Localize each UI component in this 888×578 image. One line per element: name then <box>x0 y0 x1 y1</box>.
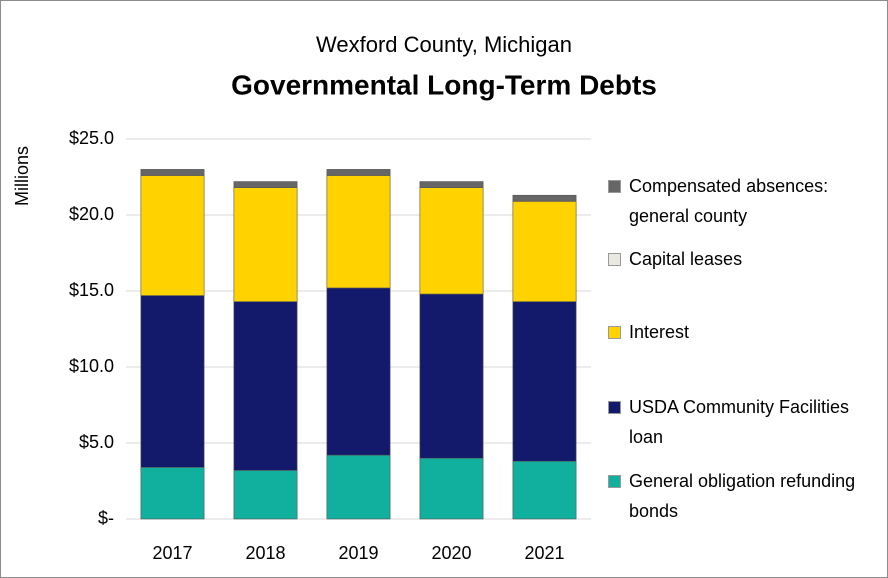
legend-swatch <box>608 401 621 414</box>
bar-segment <box>326 287 391 456</box>
bar-segment <box>512 460 577 520</box>
bar-segment <box>233 187 298 302</box>
y-tick-label: $20.0 <box>69 204 114 224</box>
y-tick-label: $15.0 <box>69 280 114 300</box>
chart-subtitle: Wexford County, Michigan <box>316 32 572 57</box>
chart-title: Governmental Long-Term Debts <box>231 69 657 100</box>
bar-segment <box>140 169 205 176</box>
legend-label: Interest <box>629 322 690 342</box>
bar-segment <box>419 457 484 520</box>
y-tick-label: $25.0 <box>69 128 114 148</box>
legend-item: Capital leases <box>608 244 858 274</box>
x-tick-label: 2020 <box>431 543 471 563</box>
x-tick-label: 2021 <box>524 543 564 563</box>
bar-segment <box>326 175 391 289</box>
legend-item: USDA Community Facilities loan <box>608 392 858 452</box>
bar-segment <box>512 201 577 302</box>
bar-segment <box>233 301 298 471</box>
legend-item: General obligation refunding bonds <box>608 466 858 526</box>
legend-swatch <box>608 180 621 193</box>
bar-segment <box>326 454 391 520</box>
y-tick-label: $5.0 <box>79 432 114 452</box>
x-tick-label: 2018 <box>245 543 285 563</box>
y-axis-label: Millions <box>12 146 32 206</box>
legend-swatch <box>608 253 621 266</box>
bar-segment <box>140 175 205 296</box>
bar-segment <box>326 169 391 176</box>
legend-swatch <box>608 326 621 339</box>
y-tick-label: $10.0 <box>69 356 114 376</box>
legend-label: USDA Community Facilities loan <box>629 397 850 447</box>
bar-segment <box>233 181 298 188</box>
bar-segment <box>233 470 298 520</box>
bar-segment <box>512 194 577 202</box>
bar-segment <box>419 187 484 295</box>
bar-segment <box>419 181 484 188</box>
legend-label: General obligation refunding bonds <box>629 471 856 521</box>
legend-swatch <box>608 475 621 488</box>
legend-item: Interest <box>608 317 858 347</box>
legend-label: Capital leases <box>629 249 743 269</box>
legend-item: Compensated absences: general county <box>608 171 858 231</box>
bar-segment <box>419 293 484 459</box>
legend-label: Compensated absences: general county <box>629 176 829 226</box>
x-tick-label: 2017 <box>152 543 192 563</box>
y-tick-label: $- <box>98 508 114 528</box>
bar-segment <box>140 467 205 520</box>
x-tick-label: 2019 <box>338 543 378 563</box>
bar-segment <box>512 301 577 462</box>
bar-segment <box>140 295 205 468</box>
